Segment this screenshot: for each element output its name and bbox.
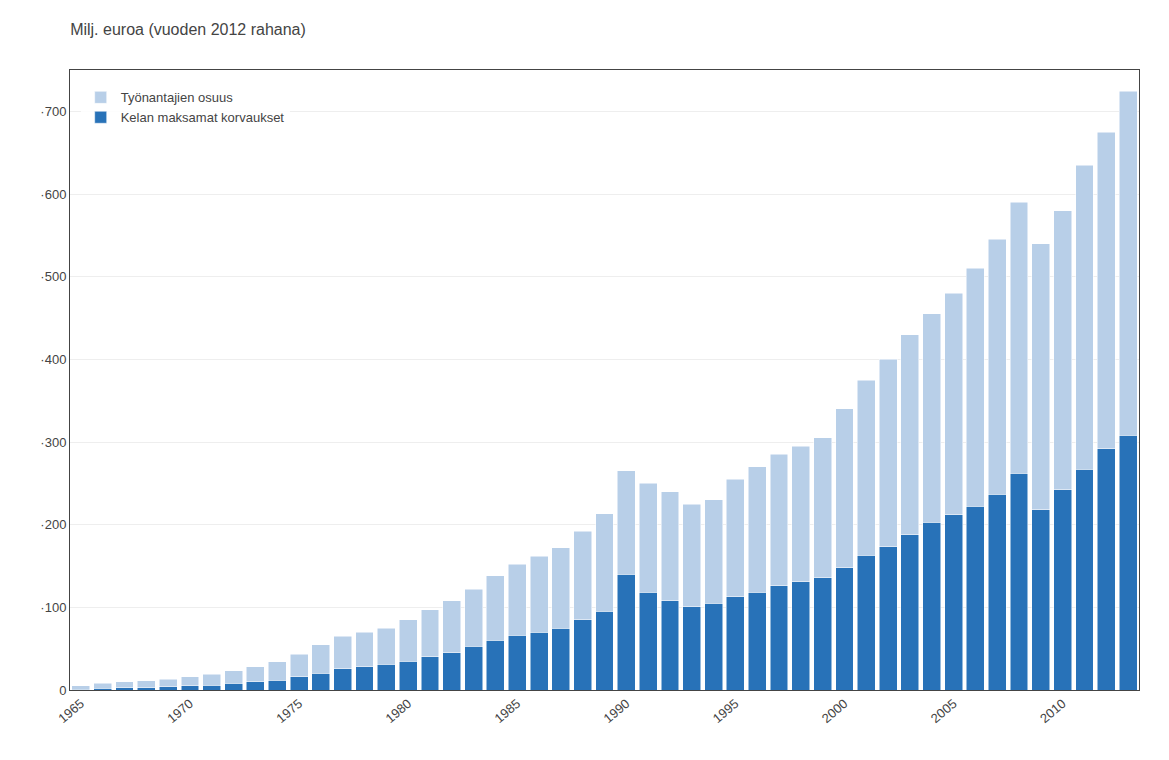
svg-text:1970: 1970 xyxy=(164,696,196,726)
svg-text:·600: ·600 xyxy=(40,187,66,202)
svg-text:·700: ·700 xyxy=(40,104,66,119)
svg-text:1975: 1975 xyxy=(273,696,305,726)
svg-text:·200: ·200 xyxy=(40,517,66,532)
svg-text:·500: ·500 xyxy=(40,269,66,284)
svg-text:1985: 1985 xyxy=(492,696,524,726)
svg-text:0: 0 xyxy=(59,683,66,698)
svg-text:Työnantajien osuus: Työnantajien osuus xyxy=(121,90,234,105)
svg-text:2010: 2010 xyxy=(1037,696,1069,726)
svg-text:1995: 1995 xyxy=(710,696,742,726)
svg-text:2005: 2005 xyxy=(928,696,960,726)
svg-text:1980: 1980 xyxy=(382,696,414,726)
svg-text:2000: 2000 xyxy=(819,696,851,726)
svg-text:·300: ·300 xyxy=(40,435,66,450)
svg-text:·100: ·100 xyxy=(40,600,66,615)
svg-text:Kelan maksamat korvaukset: Kelan maksamat korvaukset xyxy=(121,110,285,125)
svg-text:1990: 1990 xyxy=(601,696,633,726)
svg-text:Milj. euroa (vuoden 2012 rahan: Milj. euroa (vuoden 2012 rahana) xyxy=(70,21,306,38)
svg-text:·400: ·400 xyxy=(40,352,66,367)
svg-text:1965: 1965 xyxy=(55,696,87,726)
